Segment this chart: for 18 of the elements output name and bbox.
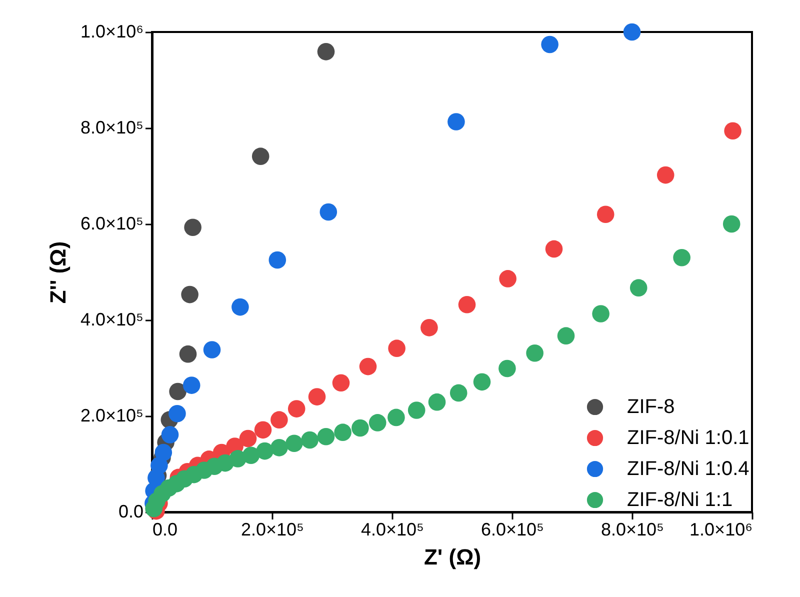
x-tick-label: 8.0×10⁵	[600, 520, 664, 540]
legend-label: ZIF-8	[627, 396, 675, 418]
x-tick-label: 4.0×10⁵	[360, 520, 424, 540]
x-axis-title: Z' (Ω)	[424, 544, 482, 570]
legend-label: ZIF-8/Ni 1:1	[627, 489, 733, 511]
y-tick-label: 0.0	[118, 502, 144, 522]
y-axis-title: Z'' (Ω)	[45, 241, 70, 304]
y-tick-label: 8.0×10⁵	[80, 118, 144, 138]
y-tick-label: 2.0×10⁵	[80, 406, 144, 426]
y-tick-label: 6.0×10⁵	[80, 214, 144, 234]
legend-label: ZIF-8/Ni 1:0.4	[627, 458, 750, 480]
x-tick-label: 2.0×10⁵	[240, 520, 304, 540]
y-tick-label: 4.0×10⁵	[80, 310, 144, 330]
x-tick-label: 1.0×10⁶	[690, 520, 752, 540]
legend-label: ZIF-8/Ni 1:0.1	[627, 427, 750, 449]
x-tick-label: 6.0×10⁵	[480, 520, 544, 540]
y-tick-label: 1.0×10⁶	[80, 22, 144, 42]
x-tick-label: 0.0	[152, 520, 178, 540]
